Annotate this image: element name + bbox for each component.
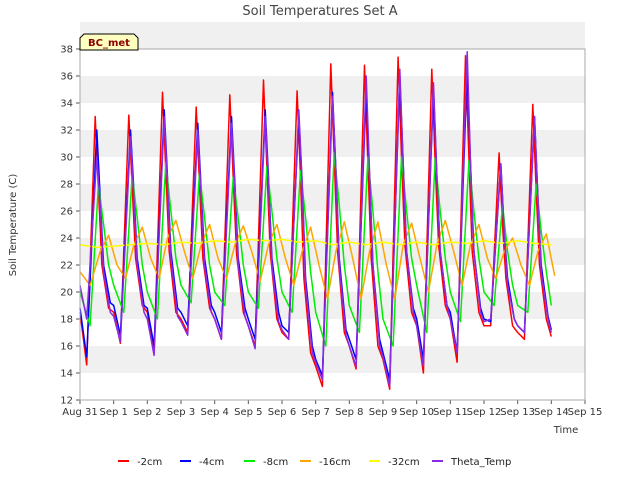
x-tick-label: Sep 5 — [234, 407, 262, 418]
site-label-badge — [79, 33, 139, 51]
y-axis-ticks: 12 14 16 18 20 22 24 26 28 30 32 34 36 38 — [60, 45, 80, 407]
y-tick-label: 32 — [60, 126, 73, 137]
y-tick-label: 36 — [60, 72, 73, 83]
x-tick-label: Sep 13 — [500, 407, 535, 418]
legend-label: -16cm — [319, 457, 351, 468]
legend-label: -2cm — [137, 457, 162, 468]
series-lines — [79, 50, 556, 390]
x-axis-ticks: Aug 31 Sep 1 Sep 2 Sep 3 Sep 4 Sep 5 Sep 6 Sep … — [62, 400, 602, 418]
grid-band — [80, 346, 585, 373]
series-line-theta-temp — [79, 50, 553, 388]
y-tick-label: 22 — [60, 261, 73, 272]
series-line--2cm — [79, 55, 553, 390]
x-tick-label: Sep 10 — [399, 407, 434, 418]
y-tick-label: 18 — [60, 315, 73, 326]
y-tick-label: 38 — [60, 45, 73, 56]
legend-label: -8cm — [263, 457, 288, 468]
grid-band — [80, 130, 585, 157]
grid-band — [80, 292, 585, 319]
plot-frame — [79, 48, 586, 401]
y-tick-label: 30 — [60, 153, 73, 164]
grid-band — [80, 22, 585, 49]
site-label-box: BC_met — [79, 33, 139, 51]
x-tick-label: Sep 4 — [200, 407, 228, 418]
y-tick-label: 34 — [60, 99, 73, 110]
x-tick-label: Sep 11 — [433, 407, 468, 418]
legend-label: -4cm — [199, 457, 224, 468]
series-line--16cm — [79, 219, 556, 300]
legend: -2cm -4cm -8cm -16cm -32cm Theta_Temp — [118, 457, 511, 468]
y-tick-label: 14 — [60, 369, 73, 380]
y-tick-label: 28 — [60, 180, 73, 191]
plot-background-bands — [80, 22, 585, 400]
x-tick-label: Sep 8 — [335, 407, 363, 418]
y-axis-label: Soil Temperature (C) — [8, 174, 19, 277]
x-tick-label: Sep 1 — [99, 407, 127, 418]
x-tick-label: Sep 12 — [467, 407, 502, 418]
x-tick-label: Aug 31 — [62, 407, 97, 418]
x-tick-label: Sep 3 — [167, 407, 195, 418]
chart-title: Soil Temperatures Set A — [242, 4, 397, 19]
x-tick-label: Sep 9 — [369, 407, 397, 418]
series-line--8cm — [79, 152, 553, 347]
x-tick-label: Sep 15 — [568, 407, 603, 418]
x-tick-label: Sep 14 — [534, 407, 569, 418]
y-tick-label: 24 — [60, 234, 73, 245]
y-tick-label: 26 — [60, 207, 73, 218]
x-tick-label: Sep 6 — [268, 407, 296, 418]
legend-label: Theta_Temp — [450, 457, 511, 468]
x-tick-label: Sep 2 — [133, 407, 161, 418]
site-label: BC_met — [88, 38, 130, 49]
legend-label: -32cm — [388, 457, 420, 468]
y-tick-label: 20 — [60, 288, 73, 299]
x-axis-label: Time — [553, 425, 578, 436]
y-tick-label: 16 — [60, 342, 73, 353]
y-tick-label: 12 — [60, 396, 73, 407]
x-tick-label: Sep 7 — [301, 407, 329, 418]
